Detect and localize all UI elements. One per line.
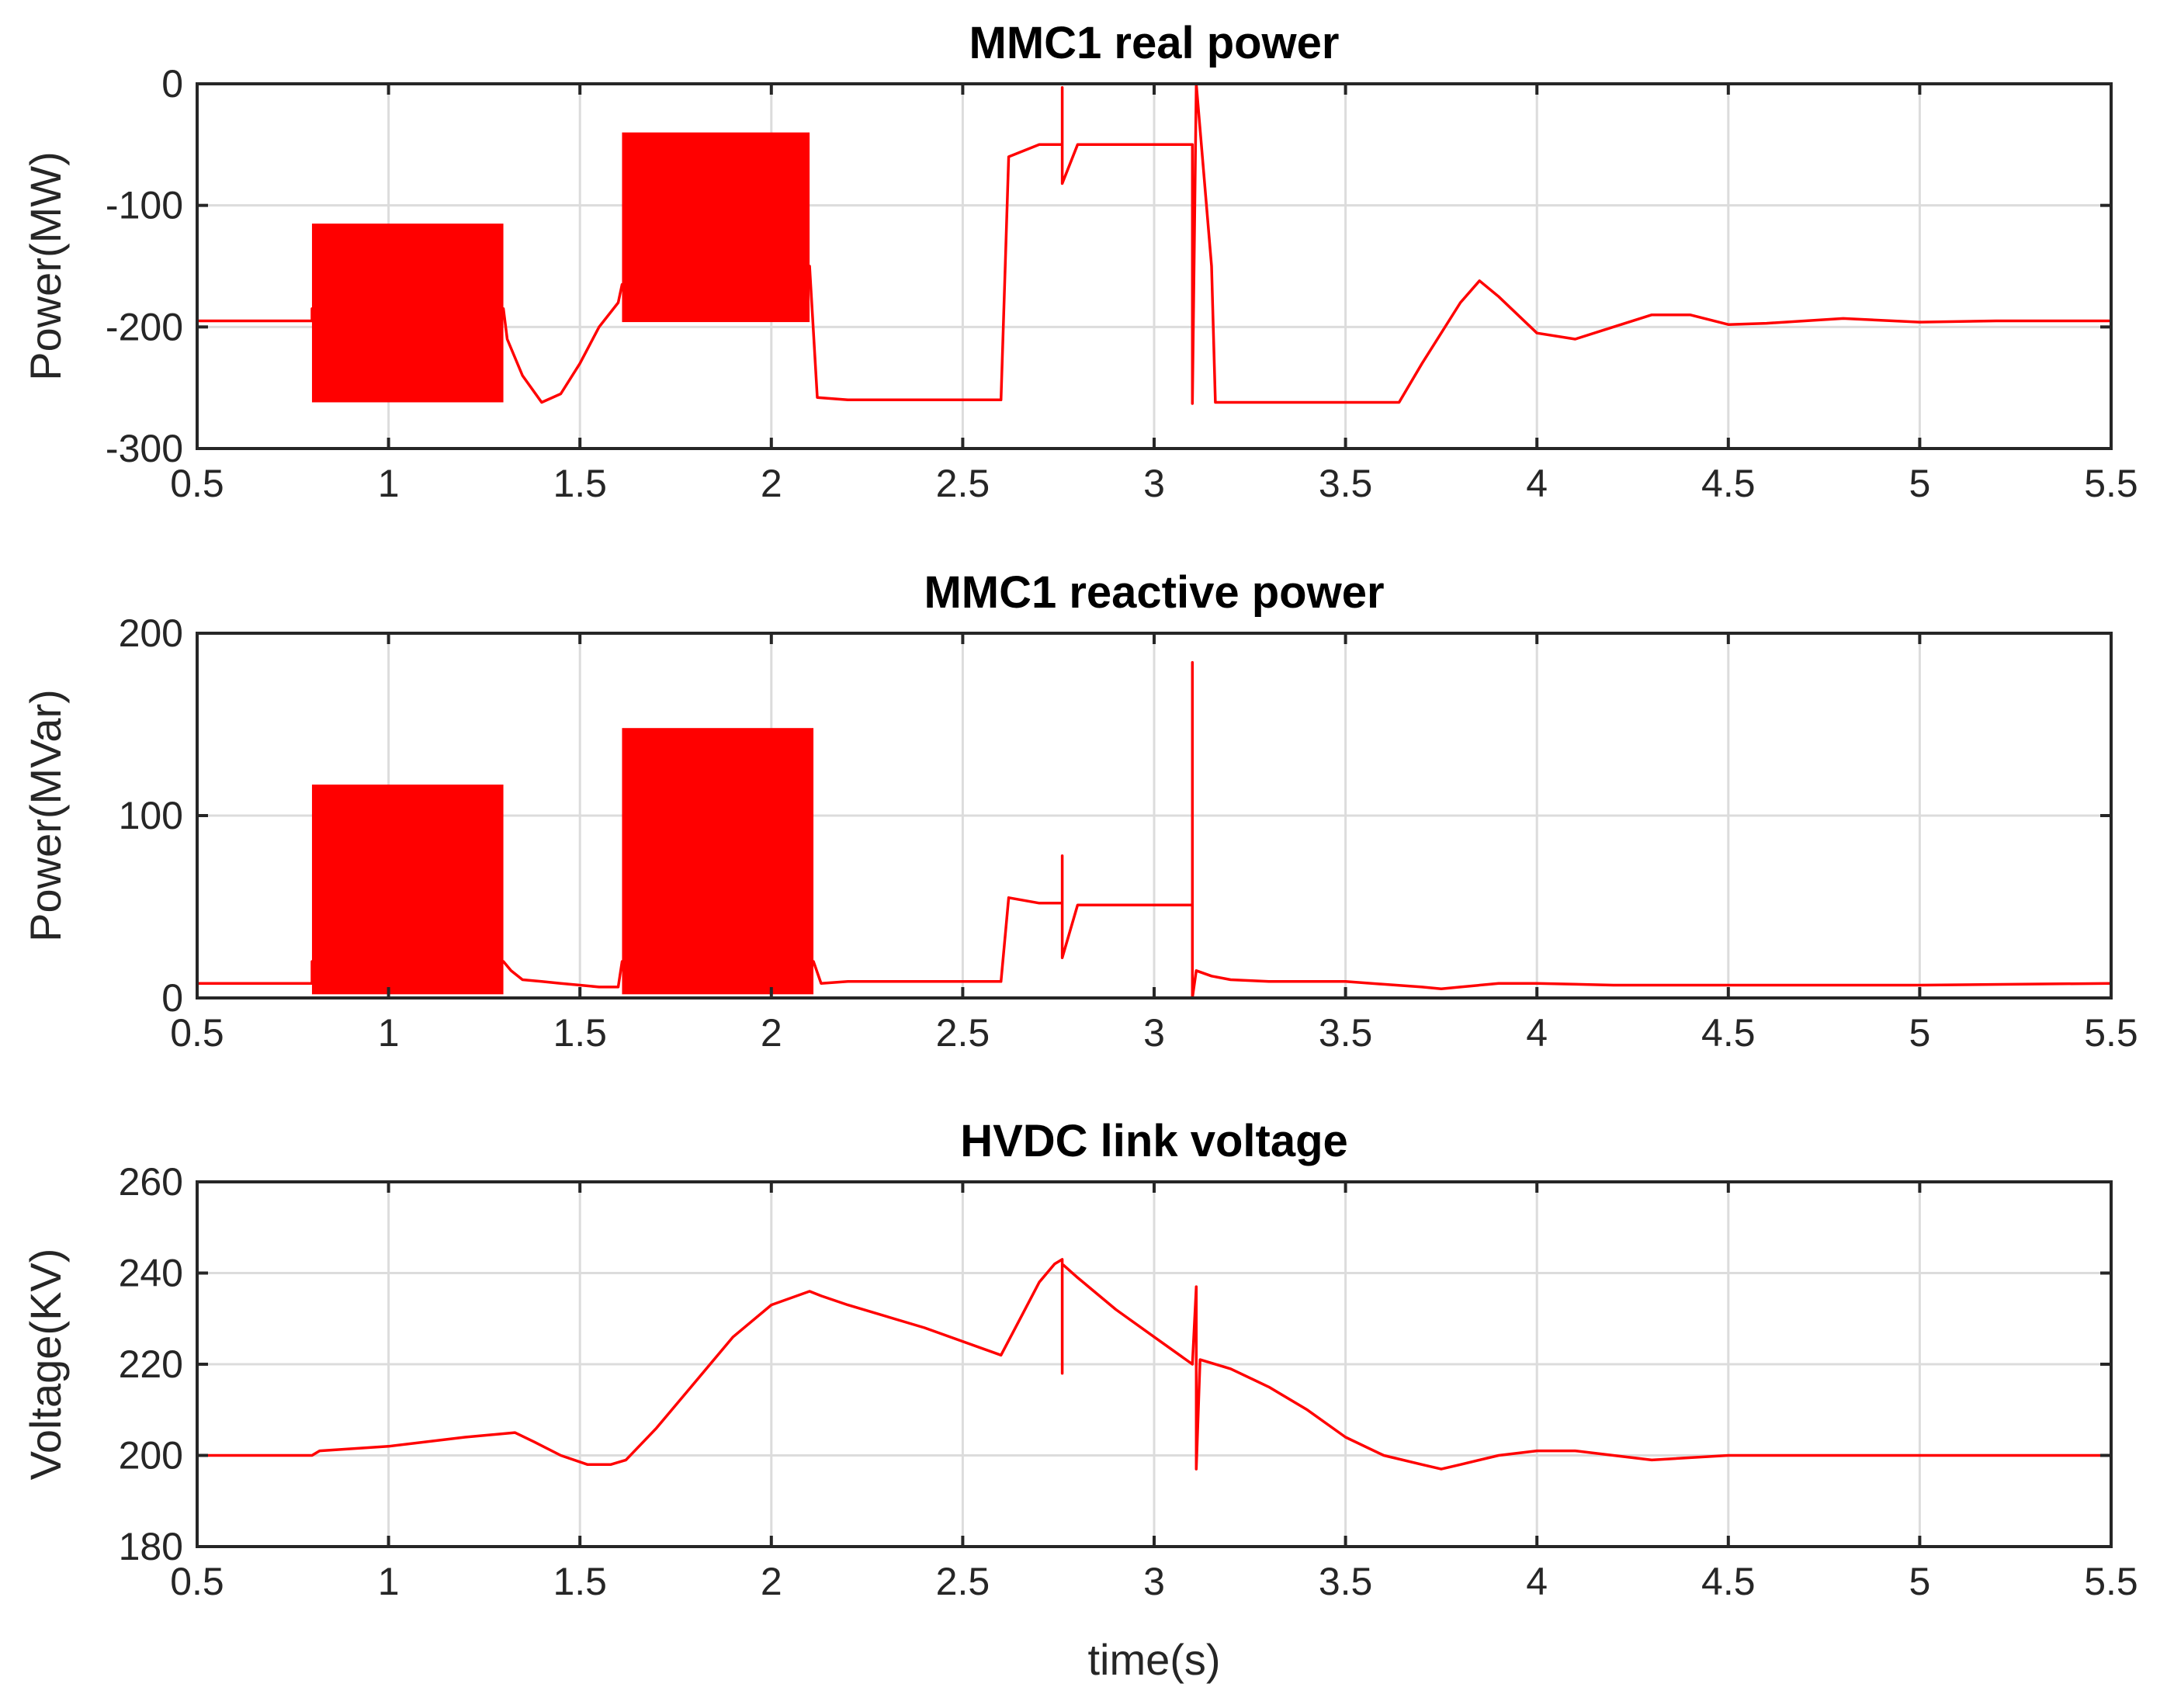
- reactive-power-xtick-label: 3.5: [1319, 1011, 1373, 1055]
- hvdc-voltage-xtick-label: 1.5: [553, 1560, 607, 1603]
- hvdc-voltage-series: [197, 1258, 2111, 1471]
- reactive-power-xtick-label: 4: [1526, 1011, 1548, 1055]
- reactive-power-xtick-label: 1: [378, 1011, 400, 1055]
- real-power-xtick-label: 1: [378, 462, 400, 505]
- hvdc-voltage-ytick-label: 260: [119, 1160, 183, 1204]
- real-power-xtick-label: 2: [761, 462, 782, 505]
- hvdc-voltage-xlabel: time(s): [1087, 1635, 1220, 1684]
- real-power-ytick-label: -200: [106, 305, 183, 348]
- real-power-ticks: 0.5 1 1.5 2 2.5 3 3.5 4 4.5 5 5.5 0 -100 -200 -300: [106, 62, 2138, 505]
- reactive-power-xtick-label: 2.5: [936, 1011, 990, 1055]
- real-power-oscillation-band-1: [311, 223, 504, 403]
- real-power-series-line: [197, 82, 2111, 405]
- hvdc-voltage-ytick-label: 180: [119, 1525, 183, 1568]
- reactive-power-xtick-label: 1.5: [553, 1011, 607, 1055]
- reactive-power-xtick-label: 0.5: [170, 1011, 224, 1055]
- hvdc-voltage-series-line: [197, 1258, 2111, 1471]
- real-power-series: [197, 82, 2111, 405]
- reactive-power-oscillation-band-1: [311, 785, 504, 995]
- reactive-power-ylabel: Power(MVar): [21, 689, 70, 942]
- hvdc-voltage-ylabel: Voltage(KV): [21, 1249, 70, 1481]
- hvdc-voltage-panel: HVDC link voltage Voltage(KV) 0.5 1 1.5 2 2.…: [21, 1116, 2138, 1684]
- reactive-power-title: MMC1 reactive power: [924, 567, 1384, 618]
- hvdc-voltage-title: HVDC link voltage: [960, 1116, 1348, 1166]
- real-power-xtick-label: 1.5: [553, 462, 607, 505]
- real-power-xtick-label: 3: [1143, 462, 1165, 505]
- hvdc-voltage-ytick-label: 200: [119, 1434, 183, 1478]
- hvdc-voltage-xtick-label: 3.5: [1319, 1560, 1373, 1603]
- reactive-power-ytick-label: 100: [119, 794, 183, 837]
- real-power-xtick-label: 5.5: [2084, 462, 2138, 505]
- hvdc-voltage-xtick-label: 1: [378, 1560, 400, 1603]
- reactive-power-xtick-label: 5.5: [2084, 1011, 2138, 1055]
- real-power-title: MMC1 real power: [969, 18, 1340, 68]
- reactive-power-xtick-label: 3: [1143, 1011, 1165, 1055]
- reactive-power-panel: MMC1 reactive power Power(MVar) 0.5 1 1.5 2…: [21, 567, 2138, 1055]
- real-power-ylabel: Power(MW): [21, 151, 70, 381]
- hvdc-voltage-ticks: 0.5 1 1.5 2 2.5 3 3.5 4 4.5 5 5.5 180 200 220 240 260: [119, 1160, 2138, 1603]
- hvdc-voltage-ytick-label: 240: [119, 1252, 183, 1295]
- hvdc-voltage-ytick-label: 220: [119, 1342, 183, 1386]
- hvdc-voltage-xtick-label: 2: [761, 1560, 782, 1603]
- real-power-ytick-label: -300: [106, 427, 183, 470]
- reactive-power-series: [197, 660, 2112, 1000]
- reactive-power-xtick-label: 4.5: [1701, 1011, 1756, 1055]
- real-power-xtick-label: 0.5: [170, 462, 224, 505]
- real-power-xtick-label: 4: [1526, 462, 1548, 505]
- real-power-xtick-label: 2.5: [936, 462, 990, 505]
- reactive-power-xtick-label: 5: [1909, 1011, 1930, 1055]
- real-power-panel: MMC1 real power Power(MW) 0.5 1 1.5 2 2.5 3 3.…: [21, 18, 2138, 505]
- reactive-power-ticks: 0.5 1 1.5 2 2.5 3 3.5 4 4.5 5 5.5 0 100 200: [119, 611, 2138, 1055]
- hvdc-voltage-xtick-label: 5.5: [2084, 1560, 2138, 1603]
- real-power-ytick-label: -100: [106, 184, 183, 227]
- hvdc-voltage-xtick-label: 0.5: [170, 1560, 224, 1603]
- real-power-xtick-label: 4.5: [1701, 462, 1756, 505]
- hvdc-voltage-xtick-label: 2.5: [936, 1560, 990, 1603]
- reactive-power-xtick-label: 2: [761, 1011, 782, 1055]
- hvdc-voltage-xtick-label: 4: [1526, 1560, 1548, 1603]
- reactive-power-oscillation-band-2: [622, 728, 814, 995]
- hvdc-voltage-xtick-label: 5: [1909, 1560, 1930, 1603]
- hvdc-voltage-xtick-label: 3: [1143, 1560, 1165, 1603]
- real-power-xtick-label: 5: [1909, 462, 1930, 505]
- real-power-oscillation-band-2: [622, 132, 810, 323]
- hvdc-voltage-xtick-label: 4.5: [1701, 1560, 1756, 1603]
- reactive-power-series-line: [197, 660, 2112, 1000]
- reactive-power-ytick-label: 200: [119, 611, 183, 655]
- real-power-xtick-label: 3.5: [1319, 462, 1373, 505]
- real-power-ytick-label: 0: [161, 62, 183, 106]
- reactive-power-ytick-label: 0: [161, 976, 183, 1020]
